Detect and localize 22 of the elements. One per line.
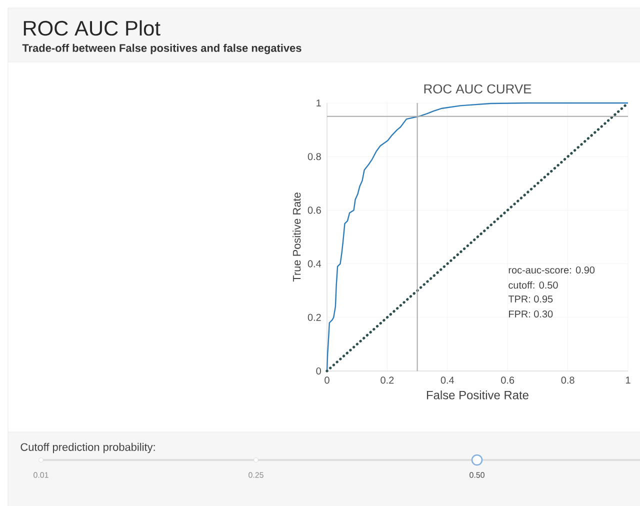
x-tick-label: 0.4 (440, 376, 454, 384)
y-tick-label: 1 (316, 100, 321, 106)
y-tick-label: 0.6 (308, 206, 321, 214)
y-tick-label: 0.8 (308, 153, 321, 160)
text: Cutoff prediction probability: (20, 442, 155, 454)
x-tick-label: 0 (324, 376, 330, 384)
text: ROC AUC Plot (24, 20, 160, 36)
x-tick-label: 0.8 (561, 376, 574, 384)
chart-title: ROC AUC CURVE (424, 84, 532, 94)
y-axis-title: True Positive Rate (292, 192, 301, 282)
x-tick-label: 0.6 (501, 376, 514, 384)
x-tick-label: 1 (626, 376, 630, 384)
x-axis-title: False Positive Rate (426, 390, 528, 400)
text: Trade-off between False positives and false negatives (22, 44, 302, 54)
annotation: TPR: 0.95 (508, 295, 553, 303)
annotation: cutoff: 0.50 (508, 281, 558, 289)
x-tick-label: 0.2 (380, 376, 394, 384)
y-tick-label: 0.4 (308, 260, 322, 268)
annotation: FPR: 0.30 (509, 310, 553, 318)
annotation: roc-auc-score: 0.90 (508, 266, 595, 274)
y-tick-label: 0 (316, 367, 321, 375)
y-tick-label: 0.2 (308, 314, 321, 321)
